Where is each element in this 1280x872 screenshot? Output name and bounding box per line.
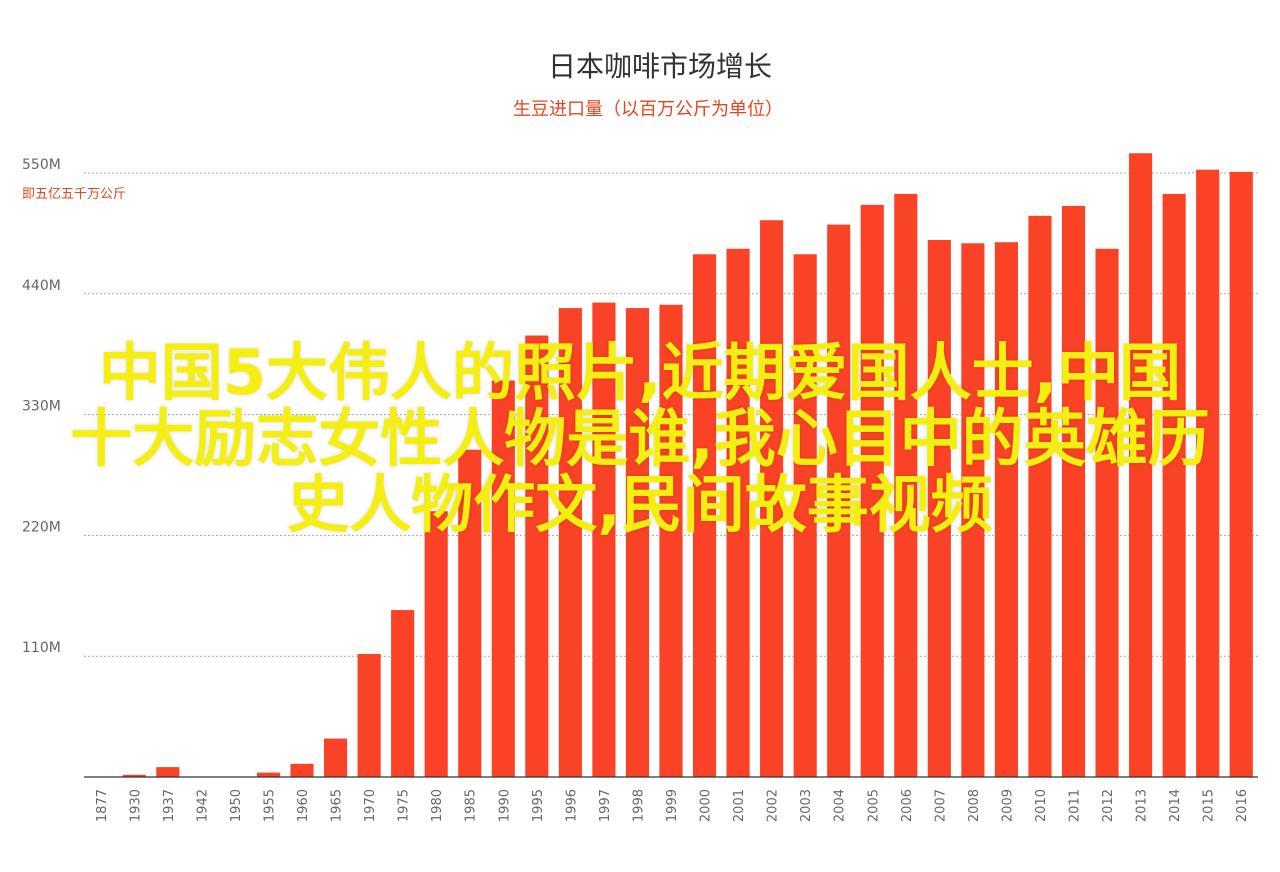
y-axis-ticks: 550M 440M 330M 220M 110M: [22, 157, 61, 656]
bar-1996: [558, 308, 582, 777]
bar-2009: [994, 242, 1019, 778]
x-tick-label: 1999: [665, 789, 680, 822]
x-tick-label: 1970: [363, 789, 378, 822]
bar-2014: [1162, 193, 1186, 777]
x-tick-label: 1965: [330, 789, 345, 822]
x-tick-label: 2006: [900, 789, 915, 822]
bar-2004: [827, 224, 851, 777]
y-tick-label: 330M: [22, 399, 61, 415]
x-tick-label: 2015: [1202, 789, 1217, 822]
x-tick-label: 1997: [598, 789, 613, 822]
bar-1990: [491, 380, 515, 777]
x-tick-label: 2009: [1000, 789, 1015, 822]
x-tick-label: 2012: [1101, 789, 1116, 822]
x-tick-label: 1975: [397, 789, 412, 822]
x-tick-label: 1950: [229, 789, 244, 822]
x-tick-label: 2000: [699, 789, 714, 822]
bar-1997: [592, 302, 616, 777]
bar-1970: [357, 654, 381, 777]
y-tick-label: 220M: [22, 519, 61, 535]
bar-1999: [659, 304, 683, 777]
bar-2010: [1028, 215, 1052, 777]
x-tick-label: 2013: [1135, 789, 1150, 822]
bar-2015: [1196, 169, 1220, 778]
bar-1998: [625, 308, 650, 777]
x-tick-label: 2003: [799, 789, 814, 822]
x-tick-label: 1942: [195, 789, 210, 822]
x-tick-label: 2005: [866, 789, 881, 822]
x-tick-label: 1960: [296, 789, 311, 822]
x-tick-label: 2004: [833, 789, 848, 822]
bar-1985: [458, 449, 482, 777]
bar-2003: [793, 254, 817, 778]
x-tick-label: 2001: [732, 789, 747, 822]
bar-2008: [961, 243, 985, 777]
y-axis-unit-label: 即五亿五千万公斤: [22, 187, 126, 202]
x-tick-label: 1995: [531, 789, 546, 822]
bar-2000: [692, 254, 717, 778]
x-tick-label: 1955: [262, 789, 277, 822]
x-tick-label: 1980: [430, 789, 445, 822]
bar-2006: [894, 193, 918, 777]
bar-2016: [1229, 171, 1253, 777]
y-tick-label: 550M: [22, 157, 61, 173]
x-tick-label: 1877: [95, 789, 110, 822]
bar-1955: [256, 772, 281, 777]
x-tick-label: 1930: [128, 789, 143, 822]
x-tick-label: 1990: [497, 789, 512, 822]
chart-title: 日本咖啡市场增长: [548, 50, 772, 83]
chart-subtitle: 生豆进口量（以百万公斤为单位）: [513, 99, 783, 120]
bars: [122, 153, 1253, 778]
x-tick-label: 1937: [162, 789, 177, 822]
bar-2012: [1095, 248, 1119, 778]
x-tick-label: 2008: [967, 789, 982, 822]
x-tick-label: 2002: [766, 789, 781, 822]
x-tick-label: 1998: [631, 789, 646, 822]
x-tick-label: 2007: [933, 789, 948, 822]
y-tick-label: 110M: [22, 640, 61, 656]
bar-2001: [726, 248, 750, 778]
x-tick-label: 2014: [1168, 789, 1183, 822]
bar-1980: [424, 511, 448, 777]
bar-2002: [760, 220, 784, 778]
bar-2011: [1061, 205, 1086, 778]
bar-2005: [860, 204, 884, 777]
x-tick-label: 2011: [1068, 789, 1083, 822]
x-axis-ticks: 1877 1930 1937 1942 1950 1955 1960 1965 1970 1975…: [95, 789, 1250, 822]
bar-1930: [122, 774, 146, 777]
bar-1975: [391, 610, 415, 777]
bar-2013: [1129, 153, 1153, 777]
x-tick-label: 2010: [1034, 789, 1049, 822]
y-tick-label: 440M: [22, 278, 61, 294]
bar-1937: [156, 767, 180, 777]
bar-2007: [927, 239, 951, 778]
x-tick-label: 1996: [564, 789, 579, 822]
bar-1965: [323, 738, 348, 777]
x-tick-label: 2016: [1235, 789, 1250, 822]
x-tick-label: 1985: [464, 789, 479, 822]
bar-1960: [290, 763, 314, 777]
bar-1995: [525, 335, 549, 777]
